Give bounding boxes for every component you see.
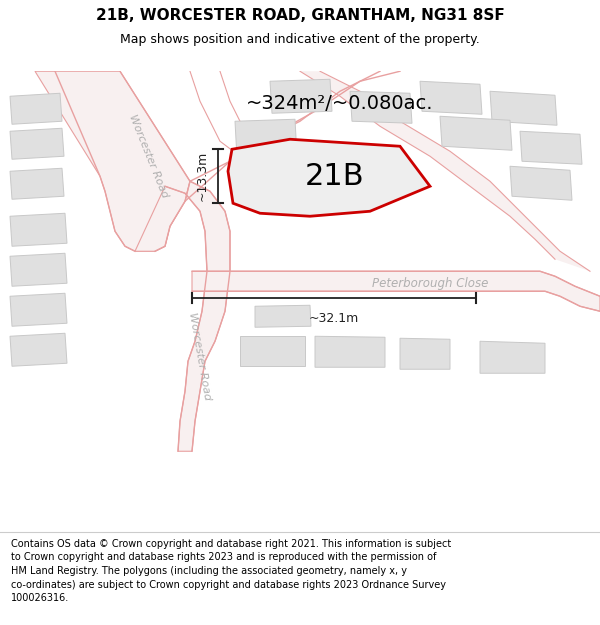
Polygon shape: [490, 91, 557, 125]
Polygon shape: [300, 71, 590, 271]
Polygon shape: [10, 93, 62, 124]
Text: Worcester Road: Worcester Road: [187, 311, 212, 401]
Polygon shape: [350, 91, 412, 123]
Text: Contains OS data © Crown copyright and database right 2021. This information is : Contains OS data © Crown copyright and d…: [11, 539, 451, 603]
Polygon shape: [520, 131, 582, 164]
Polygon shape: [10, 128, 64, 159]
Text: Peterborough Close: Peterborough Close: [372, 277, 488, 290]
Polygon shape: [10, 213, 67, 246]
Polygon shape: [235, 119, 297, 158]
Polygon shape: [252, 153, 322, 194]
Text: 21B, WORCESTER ROAD, GRANTHAM, NG31 8SF: 21B, WORCESTER ROAD, GRANTHAM, NG31 8SF: [95, 8, 505, 23]
Polygon shape: [228, 139, 430, 216]
Polygon shape: [10, 168, 64, 199]
Text: ~13.3m: ~13.3m: [196, 151, 209, 201]
Polygon shape: [420, 81, 482, 114]
Text: Map shows position and indicative extent of the property.: Map shows position and indicative extent…: [120, 34, 480, 46]
Polygon shape: [255, 305, 311, 328]
Polygon shape: [315, 336, 385, 367]
Polygon shape: [440, 116, 512, 150]
Polygon shape: [400, 338, 450, 369]
Polygon shape: [10, 253, 67, 286]
Polygon shape: [35, 71, 190, 251]
Text: 21B: 21B: [305, 162, 365, 191]
Polygon shape: [240, 336, 305, 366]
Polygon shape: [510, 166, 572, 200]
Polygon shape: [480, 341, 545, 373]
Polygon shape: [10, 333, 67, 366]
Text: ~324m²/~0.080ac.: ~324m²/~0.080ac.: [246, 94, 434, 112]
Polygon shape: [192, 271, 600, 311]
Text: ~32.1m: ~32.1m: [309, 312, 359, 325]
Text: Worcester Road: Worcester Road: [127, 113, 169, 199]
Polygon shape: [270, 79, 332, 113]
Polygon shape: [10, 293, 67, 326]
Polygon shape: [135, 181, 230, 451]
